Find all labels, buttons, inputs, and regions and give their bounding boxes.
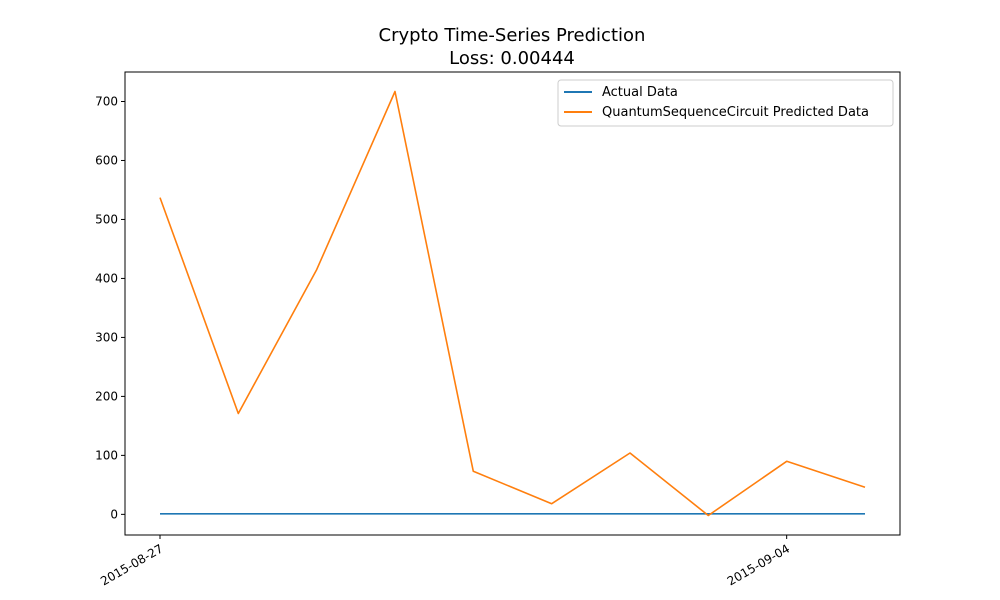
- chart-subtitle: Loss: 0.00444: [449, 48, 575, 69]
- x-tick-label: 2015-09-04: [725, 541, 792, 588]
- y-tick-label: 200: [95, 389, 118, 403]
- y-axis: 0 100 200 300 400 500 600 700: [95, 94, 125, 521]
- y-tick-label: 500: [95, 212, 118, 226]
- y-tick-label: 0: [110, 507, 118, 521]
- x-axis: 2015-08-27 2015-09-04: [98, 535, 792, 588]
- y-tick-label: 300: [95, 330, 118, 344]
- y-tick-label: 700: [95, 94, 118, 108]
- legend: Actual Data QuantumSequenceCircuit Predic…: [557, 79, 894, 127]
- chart-title: Crypto Time-Series Prediction: [379, 25, 646, 46]
- series-line-2: [159, 90, 866, 517]
- y-tick-label: 400: [95, 271, 118, 285]
- plot-area: [124, 71, 901, 536]
- y-tick-label: 600: [95, 153, 118, 167]
- plot-frame: [124, 71, 901, 536]
- legend-label-2: QuantumSequenceCircuit Predicted Data: [602, 105, 869, 120]
- y-tick-label: 100: [95, 448, 118, 462]
- series-layer: [159, 90, 866, 517]
- legend-label-1: Actual Data: [602, 85, 678, 100]
- x-tick-label: 2015-08-27: [98, 541, 165, 588]
- legend-box: [557, 79, 894, 127]
